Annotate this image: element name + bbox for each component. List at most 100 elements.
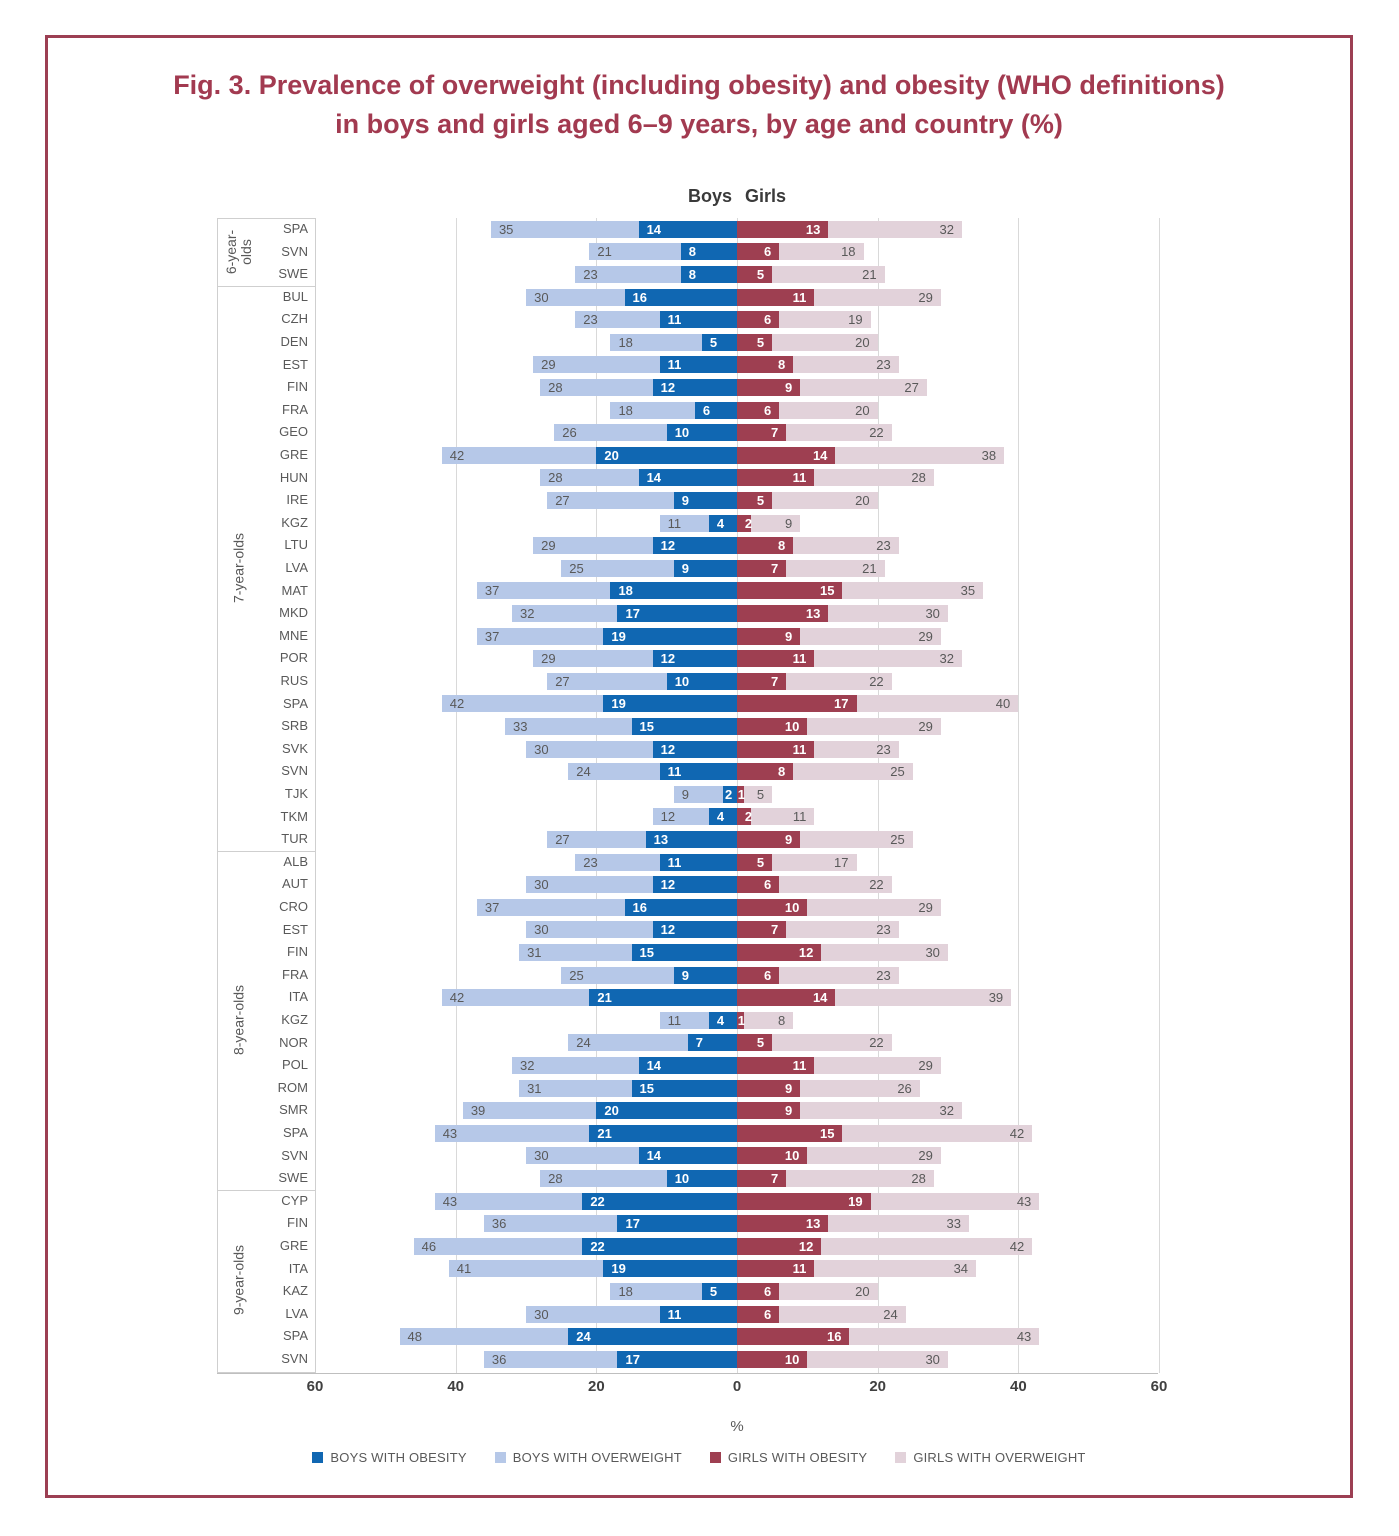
bar-girls-overweight bbox=[737, 1011, 794, 1029]
bar-boys-obesity bbox=[652, 379, 737, 396]
value-boys-obesity: 12 bbox=[660, 651, 676, 667]
value-girls-overweight: 30 bbox=[925, 945, 940, 960]
bar-boys-obesity bbox=[708, 1011, 737, 1029]
value-boys-overweight: 11 bbox=[667, 1012, 682, 1028]
legend-label-girls_obesity: GIRLS WITH OBESITY bbox=[727, 1450, 868, 1465]
boys-column-header: Boys bbox=[687, 186, 732, 206]
value-girls-obesity: 9 bbox=[785, 832, 793, 847]
bar-girls-obesity bbox=[737, 1102, 801, 1120]
value-girls-overweight: 30 bbox=[925, 606, 940, 621]
bar-girls-obesity bbox=[737, 379, 801, 396]
column-headers: Boys Girls bbox=[537, 186, 937, 207]
value-girls-overweight: 43 bbox=[1016, 1329, 1032, 1345]
row-country-label: KGZ bbox=[281, 1012, 308, 1027]
bar-girls-obesity bbox=[737, 1350, 808, 1368]
value-boys-overweight: 43 bbox=[442, 1193, 458, 1209]
legend-item-girls_obesity: GIRLS WITH OBESITY bbox=[709, 1450, 868, 1465]
value-boys-obesity: 15 bbox=[639, 1080, 655, 1096]
value-girls-overweight: 40 bbox=[995, 696, 1011, 712]
value-girls-overweight: 39 bbox=[988, 990, 1004, 1006]
value-boys-obesity: 19 bbox=[611, 1261, 626, 1277]
value-boys-obesity: 11 bbox=[667, 357, 682, 373]
value-boys-overweight: 28 bbox=[548, 380, 563, 395]
value-boys-obesity: 15 bbox=[639, 719, 655, 734]
value-boys-obesity: 11 bbox=[667, 854, 682, 870]
row-country-label: GEO bbox=[279, 424, 308, 440]
value-boys-obesity: 4 bbox=[716, 809, 725, 825]
value-girls-obesity: 11 bbox=[792, 651, 807, 667]
bar-girls-obesity bbox=[737, 1260, 815, 1278]
value-girls-overweight: 22 bbox=[869, 673, 884, 689]
gridline bbox=[877, 218, 879, 1373]
value-girls-overweight: 38 bbox=[981, 447, 997, 463]
bar-girls-obesity bbox=[737, 537, 794, 555]
value-girls-obesity: 6 bbox=[763, 402, 772, 418]
bar-boys-obesity bbox=[680, 266, 737, 283]
value-girls-obesity: 11 bbox=[792, 470, 807, 486]
bar-girls-obesity bbox=[737, 311, 780, 329]
chart-legend: BOYS WITH OBESITY BOYS WITH OVERWEIGHT GIR… bbox=[45, 1450, 1353, 1465]
figure-title-line2: in boys and girls aged 6–9 years, by age… bbox=[335, 109, 1063, 139]
value-girls-overweight: 29 bbox=[918, 719, 933, 734]
value-boys-overweight: 18 bbox=[618, 402, 633, 418]
row-country-label: SVN bbox=[281, 1351, 308, 1366]
value-girls-overweight: 21 bbox=[862, 560, 877, 576]
value-girls-obesity: 15 bbox=[819, 1125, 835, 1141]
value-boys-overweight: 27 bbox=[555, 673, 570, 689]
value-girls-obesity: 6 bbox=[763, 244, 772, 260]
value-girls-obesity: 6 bbox=[763, 967, 772, 983]
value-girls-obesity: 10 bbox=[784, 899, 800, 915]
bar-boys-obesity bbox=[603, 627, 737, 645]
bar-boys-obesity bbox=[603, 695, 737, 713]
value-girls-obesity: 14 bbox=[812, 447, 828, 463]
value-girls-obesity: 11 bbox=[792, 1261, 807, 1277]
bar-boys-obesity bbox=[638, 1057, 737, 1074]
bar-girls-obesity bbox=[737, 785, 745, 803]
bar-girls-overweight bbox=[737, 1305, 906, 1323]
value-boys-overweight: 42 bbox=[449, 696, 465, 712]
value-girls-overweight: 17 bbox=[834, 854, 849, 870]
value-girls-overweight: 43 bbox=[1016, 1193, 1032, 1209]
value-girls-overweight: 29 bbox=[918, 899, 933, 915]
bar-girls-overweight bbox=[737, 1034, 892, 1052]
value-boys-overweight: 30 bbox=[534, 877, 549, 893]
value-boys-overweight: 23 bbox=[583, 312, 598, 328]
value-boys-obesity: 17 bbox=[625, 1351, 640, 1367]
value-girls-overweight: 29 bbox=[918, 628, 933, 644]
bar-girls-obesity bbox=[737, 1305, 780, 1323]
row-country-label: SMR bbox=[279, 1102, 308, 1118]
value-girls-obesity: 6 bbox=[763, 877, 772, 893]
value-boys-obesity: 12 bbox=[660, 741, 676, 757]
figure-title-line1: Fig. 3. Prevalence of overweight (includ… bbox=[173, 70, 1225, 100]
value-boys-overweight: 42 bbox=[449, 447, 465, 463]
value-girls-obesity: 5 bbox=[756, 1035, 765, 1051]
bar-boys-obesity bbox=[610, 582, 737, 600]
value-boys-obesity: 14 bbox=[646, 470, 662, 486]
value-girls-obesity: 8 bbox=[778, 538, 786, 554]
bar-girls-overweight bbox=[737, 333, 878, 351]
bar-girls-obesity bbox=[737, 898, 808, 916]
value-girls-obesity: 9 bbox=[785, 1103, 793, 1119]
value-boys-overweight: 41 bbox=[456, 1261, 472, 1277]
bar-boys-obesity bbox=[582, 1192, 737, 1210]
value-boys-obesity: 14 bbox=[646, 221, 662, 237]
value-boys-overweight: 35 bbox=[498, 221, 514, 237]
value-girls-overweight: 29 bbox=[918, 1148, 933, 1164]
value-girls-obesity: 6 bbox=[763, 1306, 772, 1322]
value-girls-overweight: 32 bbox=[939, 221, 954, 237]
bar-girls-obesity bbox=[737, 1192, 871, 1210]
row-country-label: FRA bbox=[282, 966, 308, 982]
row-country-label: TKM bbox=[280, 808, 308, 824]
row-country-label: SVN bbox=[281, 1147, 308, 1163]
value-girls-obesity: 12 bbox=[798, 945, 814, 960]
value-girls-overweight: 22 bbox=[869, 425, 884, 441]
bar-girls-obesity bbox=[737, 1147, 808, 1165]
gridline bbox=[455, 218, 457, 1373]
value-boys-obesity: 11 bbox=[667, 1306, 682, 1322]
bar-girls-obesity bbox=[737, 220, 829, 238]
row-country-label: KAZ bbox=[282, 1283, 308, 1299]
value-boys-overweight: 9 bbox=[681, 786, 689, 802]
bar-boys-obesity bbox=[652, 740, 737, 758]
legend-swatch-girls_overweight bbox=[895, 1452, 907, 1463]
row-country-label: CYP bbox=[281, 1192, 308, 1208]
